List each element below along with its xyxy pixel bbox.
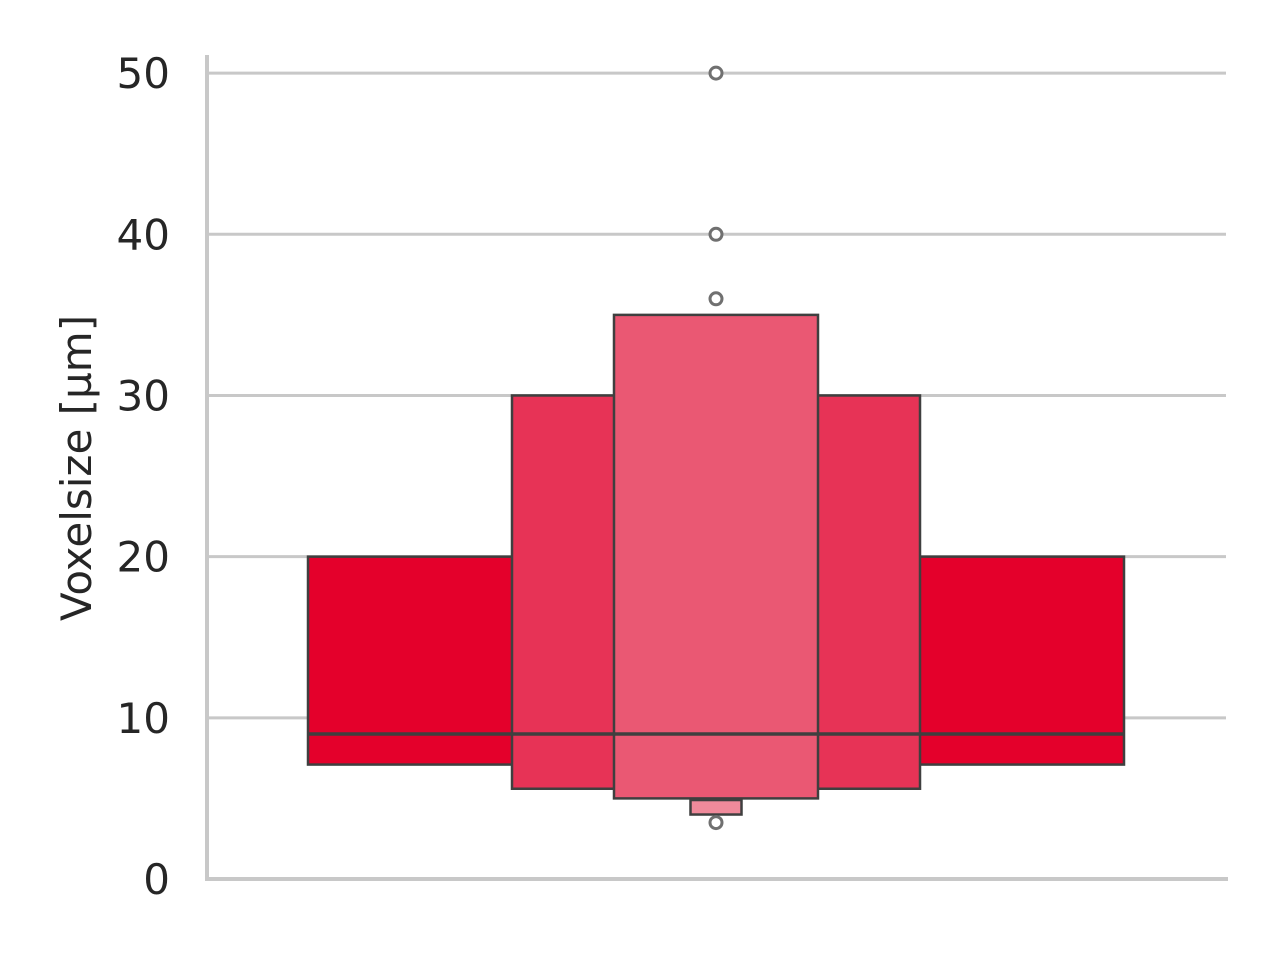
y-tick-label: 20 (117, 533, 170, 582)
y-tick-labels: 0 10 20 30 40 50 (117, 49, 170, 904)
outlier-point (708, 815, 724, 831)
y-tick-label: 10 (117, 694, 170, 743)
axes (205, 55, 1228, 881)
outlier-point (708, 291, 724, 307)
boxen-box (612, 313, 820, 800)
outlier-point (708, 226, 724, 242)
boxen-box (689, 798, 743, 816)
y-tick-label: 50 (117, 49, 170, 98)
y-tick-label: 0 (143, 855, 170, 904)
outlier-points (708, 65, 724, 831)
y-axis-label: Voxelsize [µm] (52, 315, 101, 621)
outlier-point (708, 65, 724, 81)
y-tick-label: 30 (117, 371, 170, 420)
boxen-boxes (306, 313, 1126, 816)
y-tick-label: 40 (117, 210, 170, 259)
